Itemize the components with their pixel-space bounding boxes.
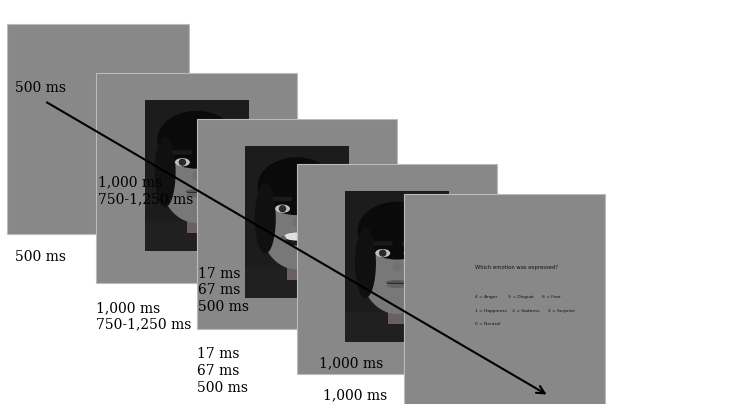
Ellipse shape: [386, 280, 408, 284]
Text: 1 = Happiness    2 = Sadness      3 = Surprise: 1 = Happiness 2 = Sadness 3 = Surprise: [475, 309, 574, 313]
Ellipse shape: [203, 158, 218, 166]
Ellipse shape: [257, 157, 336, 215]
Text: 500 ms: 500 ms: [15, 250, 66, 265]
Ellipse shape: [280, 236, 286, 241]
Ellipse shape: [192, 171, 201, 180]
Ellipse shape: [393, 262, 401, 271]
Ellipse shape: [418, 227, 439, 298]
Ellipse shape: [307, 205, 315, 213]
Bar: [7, 24, 189, 234]
FancyBboxPatch shape: [201, 150, 220, 155]
Text: 0 = Neutral: 0 = Neutral: [475, 322, 500, 326]
Ellipse shape: [375, 249, 390, 257]
Ellipse shape: [407, 250, 415, 257]
Bar: [387, 306, 407, 324]
FancyBboxPatch shape: [373, 241, 393, 246]
Ellipse shape: [186, 193, 207, 197]
Bar: [404, 194, 605, 404]
FancyBboxPatch shape: [173, 150, 192, 155]
Text: 500 ms: 500 ms: [15, 81, 66, 95]
Ellipse shape: [275, 204, 290, 213]
Ellipse shape: [387, 284, 407, 288]
Ellipse shape: [154, 137, 176, 207]
Ellipse shape: [207, 159, 214, 166]
Ellipse shape: [404, 249, 418, 257]
Ellipse shape: [292, 218, 301, 227]
Bar: [197, 119, 397, 329]
Ellipse shape: [259, 173, 335, 269]
Ellipse shape: [159, 127, 234, 223]
Ellipse shape: [283, 232, 311, 246]
Ellipse shape: [217, 137, 239, 207]
Bar: [145, 221, 249, 251]
Text: Which emotion was expressed?: Which emotion was expressed?: [475, 265, 558, 270]
Text: 1,000 ms
750-1,250 ms: 1,000 ms 750-1,250 ms: [98, 176, 194, 206]
Bar: [145, 100, 249, 251]
Ellipse shape: [318, 183, 339, 254]
Text: 4 = Anger        5 = Disgust      6 = Fear: 4 = Anger 5 = Disgust 6 = Fear: [475, 295, 560, 299]
Ellipse shape: [358, 202, 436, 259]
Ellipse shape: [359, 218, 435, 314]
Ellipse shape: [186, 189, 208, 194]
Ellipse shape: [379, 250, 387, 257]
Text: 17 ms
67 ms
500 ms: 17 ms 67 ms 500 ms: [198, 267, 249, 314]
Ellipse shape: [307, 236, 313, 241]
Bar: [297, 164, 497, 374]
Bar: [287, 261, 306, 280]
Ellipse shape: [355, 227, 376, 298]
Bar: [96, 73, 297, 283]
Text: 1,000 ms: 1,000 ms: [323, 389, 387, 403]
FancyBboxPatch shape: [273, 197, 292, 201]
Ellipse shape: [179, 159, 186, 166]
Bar: [345, 312, 449, 342]
Text: 1,000 ms: 1,000 ms: [319, 357, 384, 371]
Bar: [245, 267, 349, 298]
Bar: [245, 147, 349, 298]
FancyBboxPatch shape: [401, 241, 421, 246]
Text: 17 ms
67 ms
500 ms: 17 ms 67 ms 500 ms: [197, 347, 248, 395]
FancyBboxPatch shape: [301, 197, 321, 201]
Bar: [345, 191, 449, 342]
Ellipse shape: [255, 183, 276, 254]
Ellipse shape: [175, 158, 190, 166]
Bar: [187, 192, 206, 193]
Bar: [387, 283, 407, 284]
Text: 1,000 ms
750-1,250 ms: 1,000 ms 750-1,250 ms: [96, 301, 192, 332]
Ellipse shape: [279, 205, 286, 213]
Bar: [187, 215, 206, 233]
Ellipse shape: [303, 204, 318, 213]
Ellipse shape: [157, 111, 236, 168]
Ellipse shape: [284, 232, 309, 240]
